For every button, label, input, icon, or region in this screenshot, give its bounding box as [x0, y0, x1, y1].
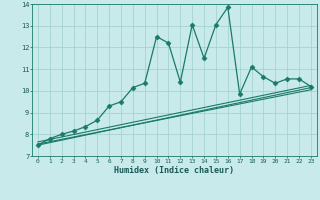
X-axis label: Humidex (Indice chaleur): Humidex (Indice chaleur) [115, 166, 234, 175]
